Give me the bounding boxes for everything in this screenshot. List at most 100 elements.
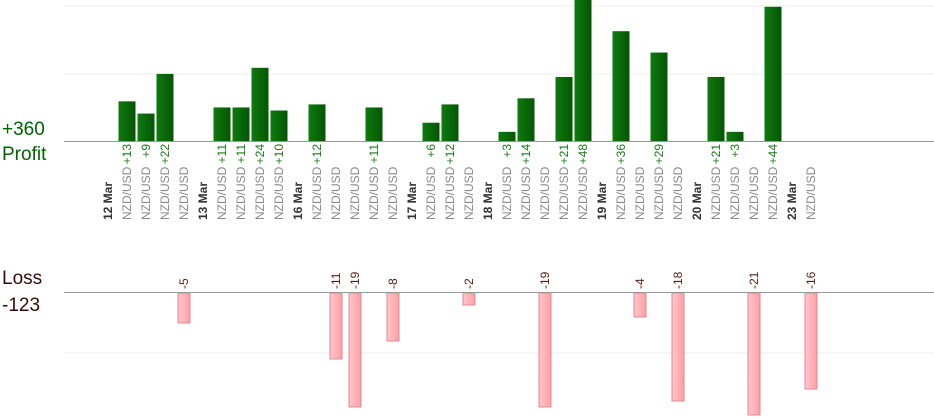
profit-bar xyxy=(650,52,668,141)
profit-value-label: +29 xyxy=(652,144,666,165)
pair-label: NZD/USD xyxy=(633,166,647,220)
loss-value-label: -5 xyxy=(177,278,191,289)
loss-value-label: -11 xyxy=(329,272,343,289)
loss-bar xyxy=(538,292,552,408)
pair-label: NZD/USD xyxy=(766,166,780,220)
loss-value-label: -19 xyxy=(348,271,362,289)
loss-value-label: -8 xyxy=(386,278,400,289)
pair-label: NZD/USD xyxy=(519,166,533,220)
profit-bar xyxy=(118,101,136,141)
profit-value-label: +13 xyxy=(120,144,134,165)
date-label: 16 Mar xyxy=(291,182,305,220)
profit-value-label: +3 xyxy=(728,144,742,158)
pair-label: NZD/USD xyxy=(158,166,172,220)
profit-bar xyxy=(251,67,269,141)
profit-value-label: +12 xyxy=(443,144,457,165)
profit-bar xyxy=(517,98,535,141)
profit-bar xyxy=(441,104,459,141)
loss-bar xyxy=(329,292,343,360)
loss-value-label: -21 xyxy=(747,271,761,289)
bars xyxy=(118,0,818,416)
profit-value-label: +14 xyxy=(519,144,533,165)
pair-label: NZD/USD xyxy=(652,166,666,220)
date-label: 17 Mar xyxy=(405,182,419,220)
pair-label: NZD/USD xyxy=(576,166,590,220)
pair-label: NZD/USD xyxy=(709,166,723,220)
profit-bar xyxy=(365,107,383,141)
pair-label: NZD/USD xyxy=(367,166,381,220)
pair-label: NZD/USD xyxy=(538,166,552,220)
baselines xyxy=(64,141,934,293)
profit-value-label: +11 xyxy=(215,144,229,164)
pair-label: NZD/USD xyxy=(462,166,476,220)
pair-label: NZD/USD xyxy=(728,166,742,220)
pair-label: NZD/USD xyxy=(443,166,457,220)
profit-bar xyxy=(422,122,440,141)
date-label: 18 Mar xyxy=(481,182,495,220)
pair-label: NZD/USD xyxy=(348,166,362,220)
profit-bar xyxy=(707,76,725,141)
pair-label: NZD/USD xyxy=(272,166,286,220)
pair-label: NZD/USD xyxy=(500,166,514,220)
loss-bar xyxy=(747,292,761,416)
pair-label: NZD/USD xyxy=(253,166,267,220)
profit-value-label: +44 xyxy=(766,144,780,165)
pair-label: NZD/USD xyxy=(557,166,571,220)
pair-label: NZD/USD xyxy=(215,166,229,220)
date-label: 13 Mar xyxy=(196,182,210,220)
loss-value-label: -4 xyxy=(633,278,647,289)
date-label: 12 Mar xyxy=(101,182,115,220)
profit-value-label: +36 xyxy=(614,144,628,165)
profit-value-label: +12 xyxy=(310,144,324,165)
profit-value-label: +11 xyxy=(367,144,381,164)
profit-bar xyxy=(612,31,630,142)
profit-bar xyxy=(137,113,155,141)
loss-bar xyxy=(462,292,476,306)
profit-bar xyxy=(156,73,174,141)
profit-bar xyxy=(726,131,744,141)
pair-label: NZD/USD xyxy=(329,166,343,220)
profit-value-label: +21 xyxy=(557,144,571,165)
loss-bar xyxy=(177,292,191,324)
pair-label: NZD/USD xyxy=(747,166,761,220)
profit-bar xyxy=(270,110,288,141)
loss-value-label: -2 xyxy=(462,278,476,289)
loss-bar xyxy=(386,292,400,342)
profit-value-label: +48 xyxy=(576,144,590,165)
pair-label: NZD/USD xyxy=(177,166,191,220)
profit-bar xyxy=(213,107,231,141)
profit-value-label: +10 xyxy=(272,144,286,165)
pair-label: NZD/USD xyxy=(310,166,324,220)
pair-label: NZD/USD xyxy=(804,166,818,220)
labels: 12 Mar NZD/USD+13NZD/USD+9NZD/USD+22NZD/U… xyxy=(101,144,818,289)
profit-bar xyxy=(308,104,326,141)
profit-bar xyxy=(764,6,782,141)
profit-value-label: +6 xyxy=(424,144,438,158)
date-label: 20 Mar xyxy=(690,182,704,220)
profit-bar xyxy=(232,107,250,141)
profit-bar xyxy=(498,131,516,141)
profit-value-label: +24 xyxy=(253,144,267,165)
profit-caption: Profit xyxy=(2,144,47,165)
loss-bar xyxy=(633,292,647,318)
loss-total: -123 xyxy=(2,295,41,316)
pair-label: NZD/USD xyxy=(139,166,153,220)
loss-bar xyxy=(671,292,685,402)
loss-bar xyxy=(804,292,818,390)
profit-value-label: +21 xyxy=(709,144,723,165)
profit-value-label: +3 xyxy=(500,144,514,158)
profit-value-label: +22 xyxy=(158,144,172,165)
pair-label: NZD/USD xyxy=(386,166,400,220)
loss-bar xyxy=(348,292,362,408)
date-label: 19 Mar xyxy=(595,182,609,220)
pair-label: NZD/USD xyxy=(424,166,438,220)
profit-bar xyxy=(555,76,573,141)
gridlines xyxy=(64,5,934,354)
loss-caption: Loss xyxy=(2,268,43,289)
pair-label: NZD/USD xyxy=(671,166,685,220)
loss-value-label: -16 xyxy=(804,271,818,289)
date-label: 23 Mar xyxy=(785,182,799,220)
loss-value-label: -19 xyxy=(538,271,552,289)
profit-bar xyxy=(574,0,592,141)
